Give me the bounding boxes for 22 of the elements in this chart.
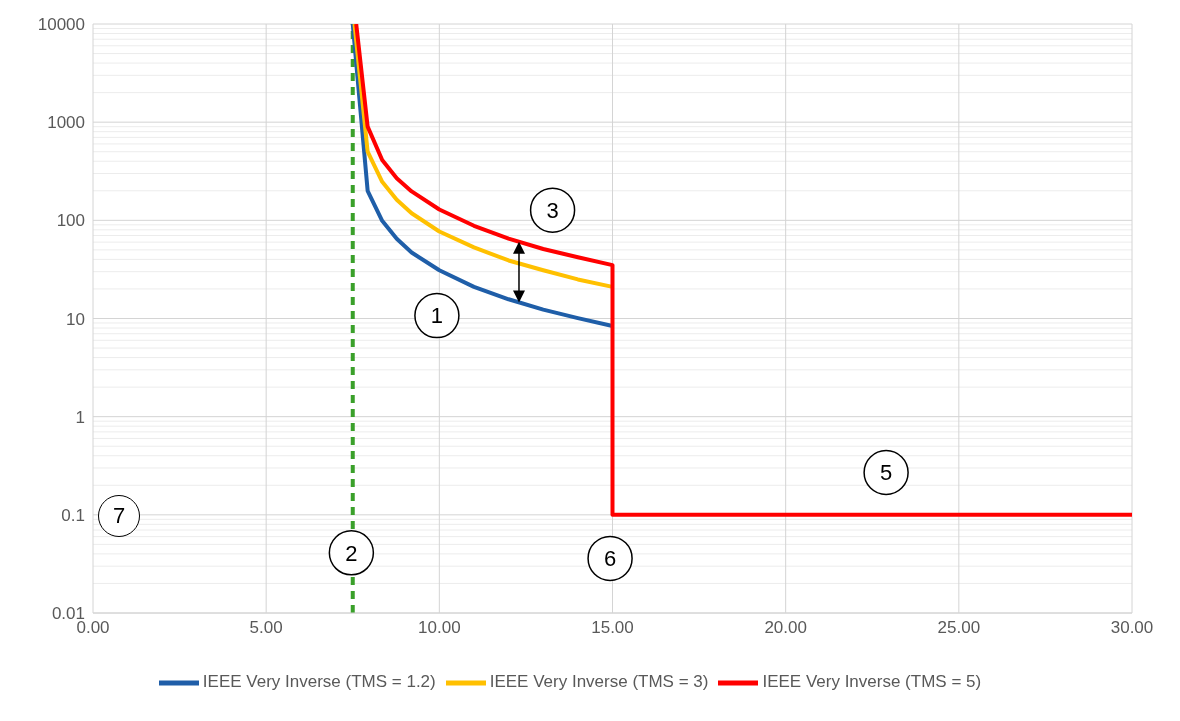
- x-tick-label: 15.00: [591, 618, 634, 638]
- x-tick-label: 30.00: [1110, 618, 1154, 638]
- x-tick-label: 25.00: [937, 618, 981, 638]
- annotation: 6: [603, 546, 617, 572]
- annotation: 2: [345, 540, 358, 566]
- annotation: 3: [546, 197, 559, 223]
- x-tick-label: 5.00: [249, 618, 283, 638]
- annotation: 5: [879, 460, 893, 486]
- line-series: [354, 24, 1132, 517]
- legend-label: IEEE Very Inverse (TMS = 3): [489, 672, 709, 692]
- x-tick-label: 10.00: [418, 618, 461, 638]
- y-tick-label: 1: [75, 407, 85, 427]
- annotation: 7: [98, 495, 140, 537]
- legend-label: IEEE Very Inverse (TMS = 5): [762, 672, 982, 692]
- annotation: 1: [430, 303, 444, 329]
- y-tick-label: 100: [56, 211, 85, 231]
- y-tick-label: 10: [66, 309, 85, 329]
- legend-label: IEEE Very Inverse (TMS = 1.2): [202, 672, 436, 692]
- y-tick-label: 10000: [37, 15, 85, 35]
- y-tick-label: 0.1: [61, 505, 85, 525]
- y-tick-label: 1000: [47, 113, 85, 133]
- x-tick-label: 20.00: [764, 618, 807, 638]
